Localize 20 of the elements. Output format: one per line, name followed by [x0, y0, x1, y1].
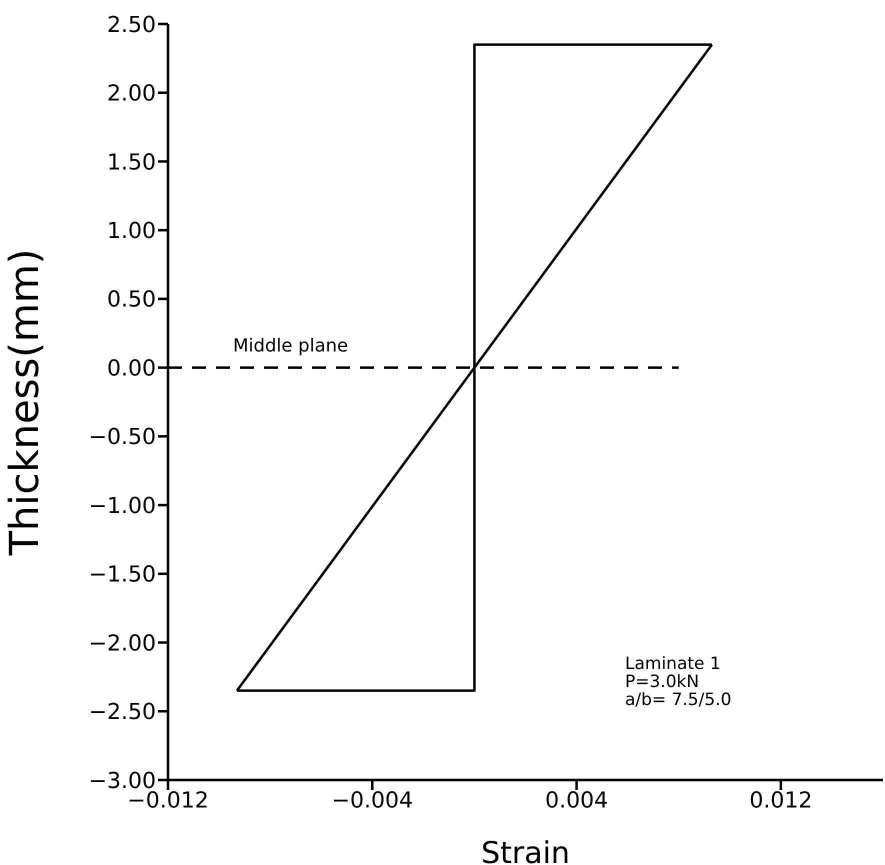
- y-tick-label: 0.50: [107, 288, 156, 313]
- x-tick-label: 0.004: [545, 788, 608, 814]
- y-tick-label: −1.00: [88, 494, 156, 519]
- y-tick-label: −2.50: [88, 700, 156, 726]
- y-tick-label: −2.00: [88, 631, 156, 656]
- x-axis-title: Strain: [481, 836, 570, 865]
- series-label: Middle plane: [233, 336, 348, 357]
- y-tick-label: 2.00: [107, 82, 156, 107]
- annotation: a/b= 7.5/5.0: [625, 690, 732, 710]
- annotation: P=3.0kN: [625, 672, 700, 692]
- y-tick-label: 1.50: [107, 150, 156, 176]
- annotation: Laminate 1: [625, 654, 722, 674]
- y-tick-label: 2.50: [107, 12, 156, 38]
- x-tick-label: 0.012: [749, 788, 812, 814]
- y-tick-label: 0.00: [107, 356, 156, 382]
- y-axis-title: Thickness(mm): [2, 248, 48, 556]
- y-tick-label: 1.00: [107, 218, 156, 244]
- y-tick-label: −1.50: [88, 562, 156, 588]
- y-tick-label: −0.50: [88, 425, 156, 450]
- x-tick-label: −0.004: [332, 788, 413, 814]
